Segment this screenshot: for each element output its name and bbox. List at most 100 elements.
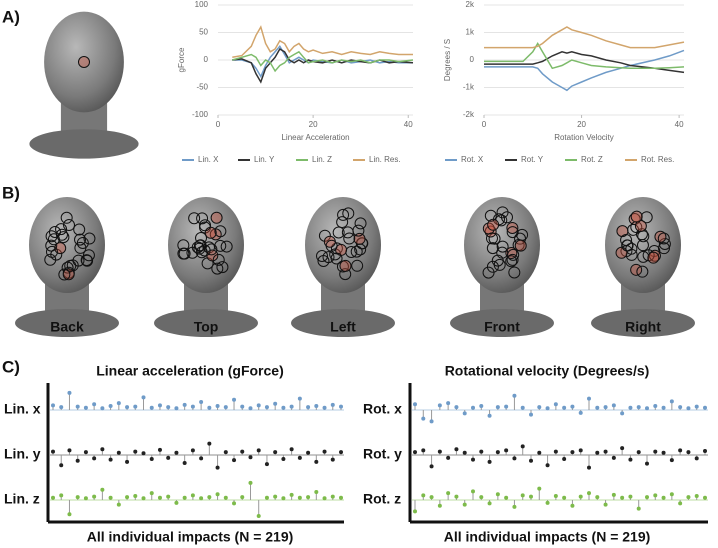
stem-dot bbox=[686, 406, 691, 411]
impact-marker bbox=[657, 242, 670, 255]
impact-marker bbox=[636, 265, 649, 278]
stem-dot bbox=[462, 450, 467, 455]
impact-marker bbox=[55, 228, 68, 241]
series-line bbox=[232, 45, 413, 79]
skull bbox=[605, 197, 681, 293]
stem-dot bbox=[83, 450, 88, 455]
stem-dot bbox=[273, 401, 278, 406]
stem-dot bbox=[504, 448, 509, 453]
stem-dot bbox=[661, 450, 666, 455]
stem-dot bbox=[248, 480, 253, 485]
stem-dot bbox=[620, 495, 625, 500]
stem-dot bbox=[487, 459, 492, 464]
stem-dot bbox=[628, 405, 633, 410]
impact-marker bbox=[496, 206, 509, 219]
stem-dot bbox=[281, 496, 286, 501]
stem-dot bbox=[215, 465, 220, 470]
impact-marker bbox=[657, 232, 670, 245]
impact-marker bbox=[343, 232, 356, 245]
stem-dot bbox=[471, 405, 475, 410]
stem-dot bbox=[67, 390, 72, 395]
stem-dot bbox=[471, 489, 475, 494]
stem-dot bbox=[108, 495, 113, 500]
stem-dot bbox=[100, 487, 105, 492]
stem-dot bbox=[174, 406, 179, 411]
stem-dot bbox=[100, 447, 105, 452]
impact-marker bbox=[318, 229, 331, 242]
skull bbox=[464, 197, 540, 293]
stem-dot bbox=[67, 512, 72, 517]
impact-marker bbox=[514, 232, 527, 245]
impact-marker bbox=[514, 239, 527, 252]
stem-dot bbox=[437, 449, 442, 454]
stem-dot bbox=[620, 446, 625, 451]
stem-dot bbox=[83, 405, 88, 410]
stem-dot bbox=[653, 404, 658, 408]
stem-dot bbox=[240, 495, 245, 500]
stem-dot bbox=[232, 458, 237, 463]
stem-dot bbox=[553, 449, 558, 454]
stem-dot bbox=[75, 495, 80, 500]
impact-marker bbox=[658, 237, 671, 250]
stem-dot bbox=[306, 450, 311, 455]
stem-dot bbox=[166, 405, 171, 410]
stem-dot bbox=[487, 413, 492, 418]
stem-dot bbox=[421, 448, 426, 453]
stem-dot bbox=[669, 492, 674, 497]
legend-label: Lin. Z bbox=[312, 155, 332, 164]
impact-marker bbox=[486, 242, 499, 255]
stem-dot bbox=[669, 458, 674, 463]
stem-dot bbox=[322, 449, 327, 454]
stem-dot bbox=[529, 494, 533, 499]
impact-marker bbox=[212, 253, 225, 266]
head bbox=[29, 11, 139, 159]
stem-dot bbox=[587, 396, 591, 401]
stem-dot bbox=[537, 486, 542, 491]
x-tick-label: 0 bbox=[216, 120, 221, 129]
row-label: Rot. z bbox=[363, 491, 401, 507]
legend-label: Rot. Z bbox=[581, 155, 603, 164]
legend-label: Rot. Res. bbox=[641, 155, 674, 164]
stem-dot bbox=[207, 441, 212, 446]
stem-dot bbox=[92, 402, 97, 407]
shoulders bbox=[154, 309, 258, 337]
stem-dot bbox=[512, 504, 517, 509]
stem-dot bbox=[587, 465, 591, 470]
impact-marker bbox=[491, 254, 504, 267]
impact-marker bbox=[44, 253, 57, 266]
stem-dot bbox=[545, 463, 550, 468]
stem-dot bbox=[636, 506, 641, 511]
stem-dot bbox=[297, 396, 302, 401]
impact-marker bbox=[508, 266, 521, 279]
stem-dot bbox=[264, 495, 269, 500]
stem-dot bbox=[256, 403, 261, 408]
impact-marker bbox=[332, 226, 345, 239]
impact-marker bbox=[341, 226, 354, 239]
impact-marker bbox=[339, 259, 352, 272]
series-line bbox=[484, 49, 685, 92]
head bbox=[450, 197, 554, 337]
x-axis-title: Rotation Velocity bbox=[554, 133, 614, 142]
stem-dot bbox=[495, 492, 500, 497]
stem-dot bbox=[141, 496, 146, 501]
stem-dot bbox=[264, 462, 269, 467]
skull bbox=[29, 197, 105, 293]
stem-dot bbox=[199, 496, 204, 501]
legend-label: Lin. X bbox=[198, 155, 219, 164]
row-label: Rot. y bbox=[363, 446, 402, 462]
impact-marker bbox=[482, 266, 495, 279]
stem-dot bbox=[339, 450, 343, 455]
stem-dot bbox=[133, 494, 138, 498]
impact-marker bbox=[316, 250, 329, 263]
impact-marker bbox=[506, 253, 519, 266]
shoulders bbox=[591, 309, 695, 337]
impact-marker bbox=[198, 244, 211, 257]
stem-dot bbox=[512, 393, 517, 398]
x-tick-label: 20 bbox=[577, 120, 586, 129]
stem-dot bbox=[190, 404, 195, 409]
stem-title: Rotational velocity (Degrees/s) bbox=[445, 363, 650, 379]
x-tick-label: 20 bbox=[309, 120, 318, 129]
stem-dot bbox=[454, 447, 459, 452]
stem-dot bbox=[339, 495, 343, 500]
